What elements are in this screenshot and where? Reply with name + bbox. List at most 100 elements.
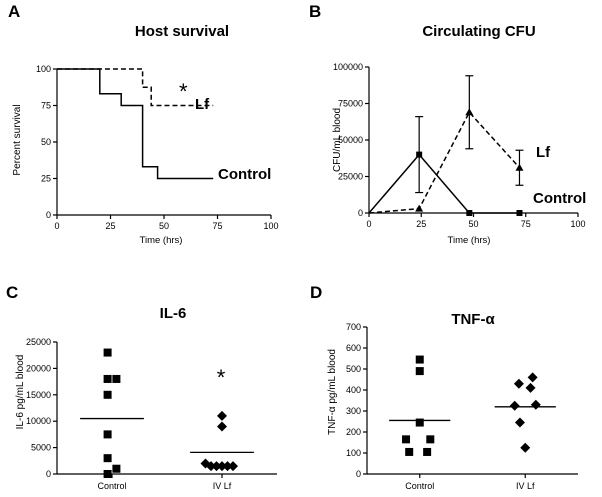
panel-b-y-tick-label: 75000	[338, 99, 363, 109]
panel-a-x-tick-label: 75	[212, 221, 222, 231]
panel-b-ylabel: CFU/mL blood	[332, 108, 343, 172]
panel-c-point-control	[103, 390, 112, 399]
panel-b-x-tick-label: 100	[570, 219, 585, 229]
panel-d-point-iv-lf	[513, 378, 524, 389]
panel-b-line-lf	[368, 110, 521, 214]
panel-d-point-iv-lf	[514, 417, 525, 428]
panel-b-y-tick-label: 25000	[338, 172, 363, 182]
panel-d-letter: D	[310, 283, 322, 302]
panel-c-point-iv-lf	[222, 461, 233, 472]
panel-d-point-iv-lf	[509, 400, 520, 411]
panel-c-significance: *	[217, 365, 226, 390]
panel-d-y-tick-label: 500	[346, 364, 361, 374]
panel-a-label-lf: Lf	[195, 96, 210, 113]
panel-b-y-tick-label: 50000	[338, 135, 363, 145]
panel-c-plot	[80, 348, 254, 478]
panel-a-plot	[57, 68, 214, 180]
panel-c-point-control	[112, 374, 121, 383]
panel-c-point-control	[103, 430, 112, 439]
panel-a-x-tick-label: 25	[105, 221, 115, 231]
panel-c-y-tick-label: 25000	[26, 337, 51, 347]
panel-d-x-tick-label: IV Lf	[516, 481, 535, 491]
panel-d-y-tick-label: 700	[346, 322, 361, 332]
panel-c-y-tick-label: 10000	[26, 416, 51, 426]
panel-c-point-iv-lf	[217, 461, 227, 472]
panel-c-point-control	[112, 464, 121, 473]
panel-d-y-tick-label: 0	[356, 469, 361, 479]
panel-d-y-tick-label: 100	[346, 448, 361, 458]
panel-d-point-control	[405, 447, 414, 456]
panel-a-y-tick-label: 25	[41, 174, 51, 184]
panel-c-axes: 0 5000 10000 15000 20000 25000 Control IV Lf	[26, 337, 277, 491]
panel-a: A Host survival Percent survival Time (h…	[8, 2, 279, 246]
panel-b-x-tick-label: 25	[416, 219, 426, 229]
panel-a-y-tick-label: 75	[41, 101, 51, 111]
panel-c-point-control	[103, 348, 112, 357]
panel-d-y-tick-label: 600	[346, 343, 361, 353]
panel-a-x-tick-label: 0	[54, 221, 59, 231]
panel-c-point-iv-lf	[228, 461, 238, 472]
panel-c-point-control	[103, 374, 112, 383]
panel-b-x-tick-label: 0	[366, 219, 371, 229]
panel-a-y-tick-label: 0	[46, 210, 51, 220]
panel-c-point-iv-lf	[206, 461, 216, 472]
panel-d-point-control	[415, 418, 424, 427]
panel-d-point-control	[402, 435, 411, 444]
panel-c: C IL-6 IL-6 pg/mL blood 0 5000 10000 15000 2…	[6, 283, 277, 491]
panel-b-plot	[368, 75, 524, 216]
panel-c-point-control	[103, 454, 112, 463]
panel-b-x-tick-label: 75	[521, 219, 531, 229]
panel-a-series-control	[57, 68, 214, 180]
panel-b-point-lf	[415, 204, 424, 212]
panel-d-y-tick-label: 400	[346, 385, 361, 395]
panel-b-point-lf	[515, 163, 524, 171]
panel-d-point-iv-lf	[527, 372, 538, 383]
panel-b-point-lf	[465, 108, 474, 116]
panel-d-point-control	[415, 355, 424, 364]
panel-c-point-iv-lf	[217, 410, 227, 421]
panel-a-significance: *	[179, 79, 188, 104]
panel-c-point-iv-lf	[217, 421, 227, 432]
panel-c-y-tick-label: 15000	[26, 390, 51, 400]
panel-c-letter: C	[6, 283, 18, 302]
panel-d-point-control	[426, 435, 435, 444]
panel-c-x-tick-label: IV Lf	[213, 481, 232, 491]
panel-d-title: TNF-α	[451, 311, 495, 328]
panel-a-xlabel: Time (hrs)	[140, 235, 183, 246]
panel-b: B Circulating CFU CFU/mL blood Time (hrs…	[309, 2, 586, 246]
panel-b-label-control: Control	[533, 190, 586, 207]
panel-d: D TNF-α TNF-α pg/mL blood 0 100 200 300 400 5…	[310, 283, 578, 491]
panel-b-point-control	[416, 151, 423, 158]
panel-a-y-tick-label: 50	[41, 137, 51, 147]
panel-b-y-tick-label: 100000	[333, 62, 363, 72]
panel-a-x-tick-label: 100	[263, 221, 278, 231]
panel-c-y-tick-label: 5000	[31, 443, 51, 453]
panel-d-point-iv-lf	[520, 442, 531, 453]
panel-a-label-control: Control	[218, 166, 271, 183]
panel-d-axes: 0 100 200 300 400 500 600 700 Control IV Lf	[346, 322, 578, 491]
panel-b-point-control	[466, 210, 473, 216]
panel-b-letter: B	[309, 2, 321, 21]
panel-b-xlabel: Time (hrs)	[448, 235, 491, 246]
panel-b-line-control	[368, 153, 520, 214]
panel-c-point-iv-lf	[211, 461, 222, 472]
panel-d-plot	[389, 355, 556, 456]
panel-d-point-iv-lf	[525, 382, 536, 393]
panel-c-ylabel: IL-6 pg/mL blood	[15, 355, 26, 430]
panel-b-y-tick-label: 0	[358, 208, 363, 218]
panel-a-y-tick-label: 100	[36, 64, 51, 74]
panel-a-series-lf	[57, 68, 214, 107]
panel-d-ylabel: TNF-α pg/mL blood	[327, 349, 338, 435]
panel-b-title: Circulating CFU	[422, 23, 535, 40]
panel-b-point-control	[516, 210, 523, 216]
panel-d-point-control	[415, 367, 424, 376]
panel-a-letter: A	[8, 2, 20, 21]
panel-c-title: IL-6	[160, 305, 187, 322]
panel-d-y-tick-label: 200	[346, 427, 361, 437]
panel-a-ylabel: Percent survival	[12, 104, 23, 175]
panel-c-point-control	[103, 470, 112, 478]
panel-c-y-tick-label: 0	[46, 469, 51, 479]
panel-b-label-lf: Lf	[536, 144, 551, 161]
panel-c-y-tick-label: 20000	[26, 363, 51, 373]
